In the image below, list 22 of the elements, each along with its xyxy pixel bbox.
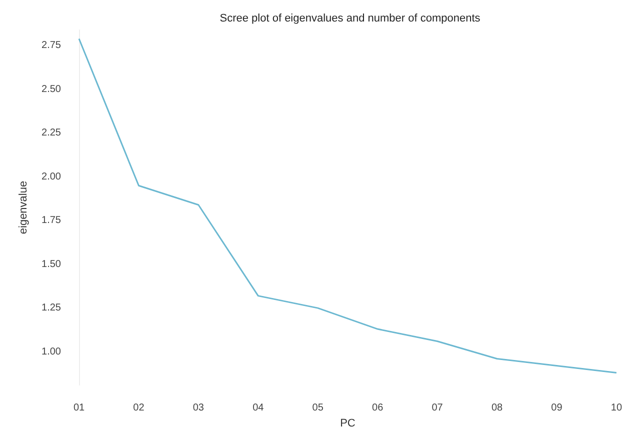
x-tick-label: 07 [432,402,444,414]
y-tick-label: 1.75 [42,215,62,226]
chart-title: Scree plot of eigenvalues and number of components [220,12,481,24]
x-tick-label: 01 [73,402,85,414]
y-tick-label: 1.00 [42,346,62,358]
y-tick-label: 2.00 [42,171,62,182]
x-tick-label: 06 [372,402,384,414]
x-tick-label: 10 [610,402,622,414]
y-tick-label: 1.50 [42,258,62,270]
y-tick-label: 2.75 [42,40,62,52]
y-tick-label: 2.25 [42,128,62,139]
y-tick-label: 1.25 [42,302,62,314]
y-tick-label: 2.50 [42,84,62,95]
x-tick-label: 04 [252,402,264,414]
x-tick-label: 03 [192,402,204,414]
x-tick-label: 02 [133,402,145,414]
x-tick-label: 09 [551,402,563,414]
x-tick-label: 08 [491,402,504,414]
y-axis-title: eigenvalue [18,180,30,234]
line-series [78,38,618,374]
x-tick-label: 05 [312,402,324,414]
x-axis-title: PC [340,417,356,430]
